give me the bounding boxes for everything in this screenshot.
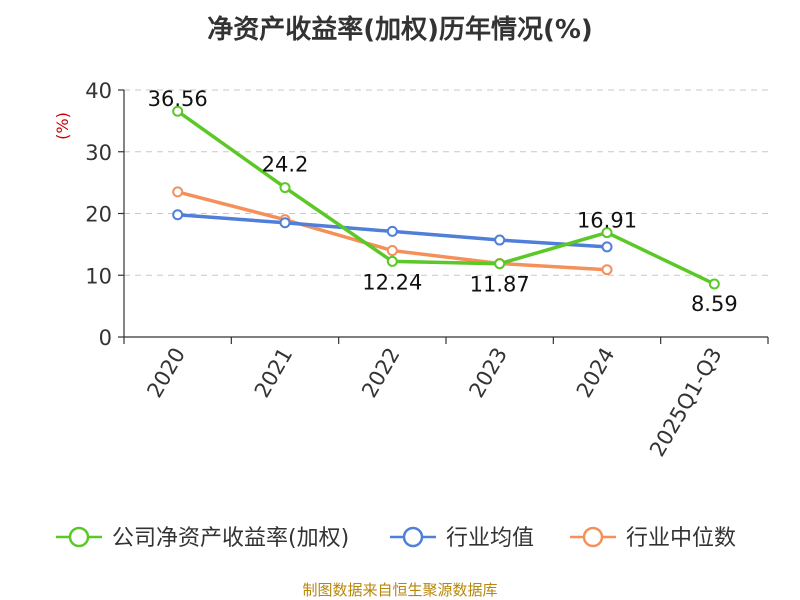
x-tick-label: 2022 — [357, 344, 405, 402]
x-tick-label: 2021 — [250, 344, 298, 402]
data-point — [172, 105, 184, 117]
y-tick-label: 30 — [85, 141, 112, 165]
data-label: 36.56 — [148, 87, 208, 111]
data-label: 8.59 — [691, 292, 738, 316]
legend-marker — [68, 526, 90, 548]
data-point — [386, 225, 398, 237]
data-point — [708, 278, 720, 290]
legend-item-2[interactable]: 行业中位数 — [570, 526, 736, 551]
data-point — [601, 227, 613, 239]
data-point — [279, 217, 291, 229]
legend[interactable]: 公司净资产收益率(加权) 行业均值 行业中位数 — [56, 526, 736, 551]
source-note: 制图数据来自恒生聚源数据库 — [302, 581, 497, 599]
series-group — [172, 105, 720, 290]
data-point — [172, 209, 184, 221]
x-tick-label: 2024 — [572, 344, 620, 402]
data-label: 16.91 — [577, 209, 637, 233]
legend-label: 行业均值 — [446, 526, 534, 551]
chart-title: 净资产收益率(加权)历年情况(%) — [207, 14, 593, 45]
data-point — [494, 258, 506, 270]
x-tick-label: 2020 — [142, 344, 190, 402]
data-label: 12.24 — [362, 270, 422, 294]
x-tick-label: 2023 — [464, 343, 512, 401]
data-point — [601, 241, 613, 253]
legend-item-1[interactable]: 行业均值 — [390, 526, 534, 551]
y-axis-label: (%) — [53, 112, 72, 140]
gridlines — [124, 89, 768, 276]
legend-label: 公司净资产收益率(加权) — [112, 526, 349, 551]
legend-label: 行业中位数 — [626, 526, 736, 551]
data-point — [601, 264, 613, 276]
data-labels: 36.56 24.2 12.24 11.87 16.91 8.59 — [148, 87, 738, 316]
y-tick-label: 20 — [85, 203, 112, 227]
y-tick-label: 10 — [85, 264, 112, 288]
data-point — [172, 186, 184, 198]
series-line-0 — [175, 109, 717, 286]
data-point — [386, 245, 398, 257]
data-point — [279, 182, 291, 194]
data-point — [386, 255, 398, 267]
data-label: 11.87 — [470, 273, 530, 297]
legend-marker — [402, 526, 424, 548]
data-label: 24.2 — [262, 153, 309, 177]
y-tick-label: 40 — [85, 79, 112, 103]
data-point — [494, 234, 506, 246]
legend-marker — [582, 526, 604, 548]
x-tick-label: 2025Q1-Q3 — [645, 344, 727, 461]
axes: 0 10 20 30 40 2020 2021 2022 2023 2024 2025Q1-Q3 — [85, 79, 769, 461]
y-tick-label: 0 — [99, 326, 112, 350]
legend-item-0[interactable]: 公司净资产收益率(加权) — [56, 526, 349, 551]
